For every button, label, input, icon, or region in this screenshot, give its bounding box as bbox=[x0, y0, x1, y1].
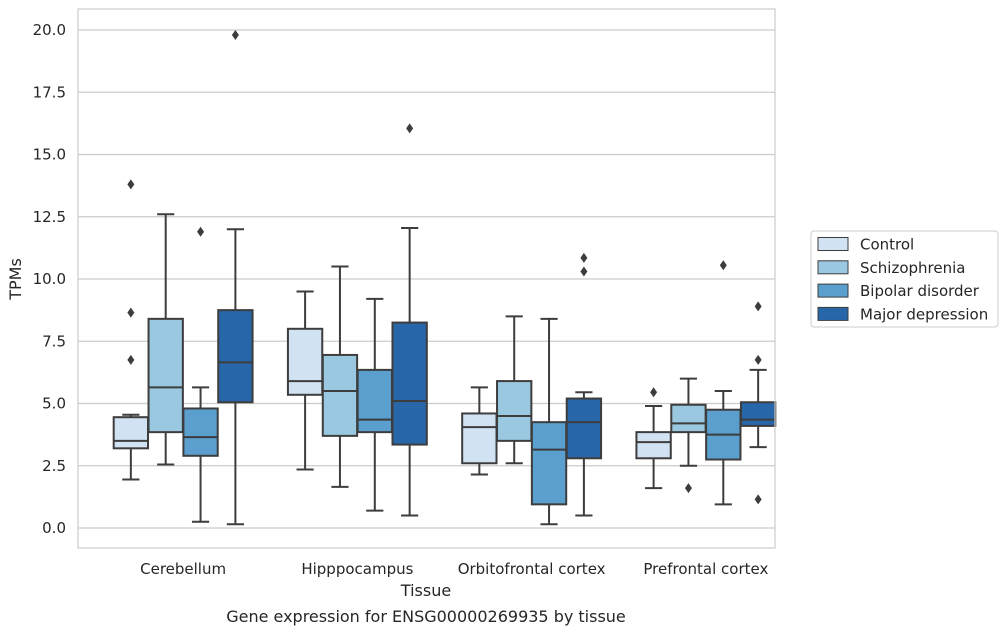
box-groups bbox=[112, 29, 777, 526]
y-tick-label: 12.5 bbox=[33, 208, 66, 226]
box-3-0 bbox=[217, 29, 254, 526]
box-body bbox=[635, 431, 672, 460]
legend-swatch bbox=[817, 260, 849, 275]
y-tick-label: 10.0 bbox=[33, 270, 66, 288]
box-body bbox=[182, 407, 219, 457]
box-1-1 bbox=[321, 265, 359, 488]
y-tick-label: 15.0 bbox=[33, 146, 66, 164]
outlier-point bbox=[231, 29, 239, 40]
outlier-point bbox=[719, 260, 727, 271]
box-3-2 bbox=[565, 252, 603, 517]
legend: Control Schizophrenia Bipolar disorder Majo… bbox=[810, 230, 999, 328]
box-body bbox=[286, 327, 324, 396]
outlier-point bbox=[127, 179, 135, 190]
box-0-0 bbox=[112, 179, 150, 481]
plot-frame bbox=[77, 8, 776, 549]
box-body bbox=[530, 421, 568, 506]
outlier-point bbox=[197, 226, 205, 237]
outlier-point bbox=[406, 123, 414, 134]
box-body bbox=[670, 403, 707, 434]
legend-label: Schizophrenia bbox=[860, 259, 965, 277]
x-tick-label: Hipppocampus bbox=[301, 560, 413, 578]
legend-swatch bbox=[817, 237, 849, 251]
box-body bbox=[739, 401, 777, 427]
box-body bbox=[391, 321, 428, 446]
box-0-2 bbox=[461, 386, 498, 476]
box-2-2 bbox=[530, 317, 568, 526]
box-body bbox=[565, 397, 603, 460]
outlier-point bbox=[754, 354, 762, 365]
box-body bbox=[356, 368, 393, 434]
outlier-point bbox=[127, 307, 135, 318]
y-tick-label: 7.5 bbox=[42, 332, 66, 350]
y-axis-ticks: 0.0 2.5 5.0 7.5 10.0 12.5 15.0 17.5 20.0 bbox=[33, 21, 66, 537]
y-tick-label: 20.0 bbox=[33, 21, 66, 39]
x-axis-title: Tissue bbox=[400, 581, 451, 600]
y-tick-label: 17.5 bbox=[33, 83, 66, 101]
y-tick-label: 5.0 bbox=[42, 395, 66, 413]
box-1-3 bbox=[670, 377, 707, 494]
outlier-point bbox=[754, 494, 762, 505]
box-body bbox=[217, 309, 254, 404]
box-1-0 bbox=[147, 213, 184, 466]
legend-swatch bbox=[817, 283, 849, 298]
box-body bbox=[496, 380, 533, 442]
box-body bbox=[461, 412, 498, 465]
box-0-1 bbox=[286, 290, 324, 471]
box-2-0 bbox=[182, 226, 219, 523]
chart-caption: Gene expression for ENSG00000269935 by t… bbox=[226, 607, 626, 626]
box-2-3 bbox=[705, 260, 742, 506]
x-tick-label: Orbitofrontal cortex bbox=[458, 560, 606, 578]
y-tick-label: 2.5 bbox=[42, 457, 66, 475]
outlier-point bbox=[754, 301, 762, 312]
legend-label: Major depression bbox=[860, 305, 988, 323]
x-tick-label: Cerebellum bbox=[140, 560, 226, 578]
box-1-2 bbox=[496, 315, 533, 465]
box-body bbox=[147, 317, 184, 434]
legend-label: Control bbox=[860, 236, 914, 254]
box-body bbox=[112, 416, 150, 450]
outlier-point bbox=[127, 354, 135, 365]
box-3-1 bbox=[391, 123, 428, 517]
legend-swatch bbox=[817, 306, 849, 321]
y-axis-title: TPMs bbox=[6, 258, 25, 301]
y-tick-label: 0.0 bbox=[42, 519, 66, 537]
legend-label: Bipolar disorder bbox=[860, 282, 980, 300]
x-axis-ticks: Cerebellum Hipppocampus Orbitofrontal cort… bbox=[140, 560, 768, 578]
outlier-point bbox=[684, 483, 692, 494]
outlier-point bbox=[650, 387, 658, 398]
box-body bbox=[321, 353, 359, 437]
outlier-point bbox=[580, 266, 588, 277]
outlier-point bbox=[580, 252, 588, 263]
x-tick-label: Prefrontal cortex bbox=[643, 560, 768, 578]
box-0-3 bbox=[635, 387, 672, 490]
legend-frame bbox=[810, 230, 999, 328]
